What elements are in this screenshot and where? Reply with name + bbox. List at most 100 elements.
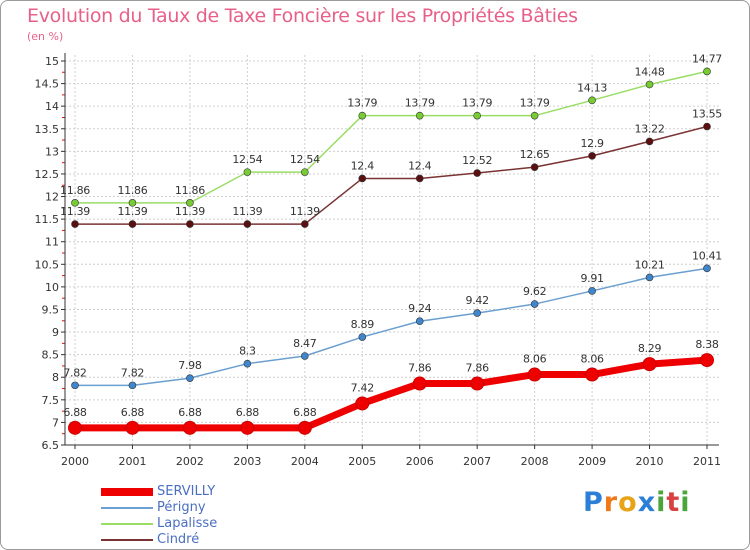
data-point (71, 199, 79, 207)
data-point (358, 174, 367, 183)
data-point (585, 367, 600, 382)
y-tick-label: 14 (45, 100, 59, 113)
y-tick-label: 8 (52, 371, 59, 384)
data-label: 11.86 (60, 184, 90, 197)
data-point (71, 381, 79, 390)
data-point (128, 220, 137, 228)
data-label: 7.86 (408, 362, 432, 375)
data-point (68, 420, 82, 435)
x-tick-label: 2000 (61, 455, 89, 468)
data-point (415, 111, 424, 120)
data-point (125, 420, 140, 435)
data-point (301, 168, 309, 176)
data-label: 9.62 (523, 285, 546, 298)
y-tick-label: 13 (45, 145, 59, 158)
x-tick-label: 2003 (233, 455, 261, 468)
y-tick-label: 9 (52, 326, 59, 339)
series-line (75, 70, 708, 204)
x-tick-label: 2009 (578, 455, 606, 468)
data-label: 13.79 (405, 97, 435, 110)
data-point (358, 333, 367, 341)
data-label: 8.3 (239, 345, 256, 358)
legend-swatch-perigny (101, 507, 153, 509)
data-point (588, 96, 596, 105)
data-point (470, 376, 485, 391)
data-point (473, 169, 481, 177)
data-point (645, 80, 654, 89)
data-point (703, 67, 711, 76)
data-label: 7.42 (351, 381, 374, 394)
y-tick-label: 15 (45, 55, 59, 68)
x-tick-label: 2007 (463, 455, 491, 468)
legend-item-servilly: SERVILLY (101, 484, 301, 500)
data-label: 13.55 (692, 108, 722, 121)
legend-label-lapalisse: Lapalisse (157, 516, 218, 531)
data-point (700, 353, 714, 368)
data-point (301, 220, 309, 228)
x-tick-label: 2001 (118, 455, 146, 468)
x-tick-label: 2008 (521, 455, 549, 468)
data-label: 6.88 (121, 406, 145, 419)
x-tick-label: 2002 (176, 455, 204, 468)
data-label: 12.65 (520, 148, 550, 161)
x-tick-label: 2005 (348, 455, 376, 468)
chart-title: Evolution du Taux de Taxe Foncière sur l… (27, 5, 578, 27)
data-point (182, 420, 197, 435)
data-label: 8.47 (293, 337, 317, 350)
y-tick-label: 11.5 (35, 213, 60, 226)
data-label: 12.54 (290, 153, 320, 166)
legend-swatch-lapalisse (101, 523, 153, 525)
data-point (412, 376, 427, 391)
data-label: 12.54 (232, 153, 262, 166)
data-label: 12.52 (462, 154, 492, 167)
y-unit-label: (en %) (27, 30, 64, 43)
data-label: 7.82 (63, 366, 86, 379)
y-tick-label: 10.5 (35, 258, 60, 271)
data-label: 6.88 (178, 406, 202, 419)
data-label: 11.39 (175, 205, 205, 218)
data-label: 7.98 (178, 359, 202, 372)
legend-swatch-cindre (101, 539, 153, 541)
series-line (75, 267, 708, 387)
data-label: 8.06 (580, 353, 604, 366)
data-point (297, 420, 312, 435)
data-point (642, 357, 657, 372)
legend-swatch-servilly (101, 488, 153, 496)
data-label: 8.06 (523, 353, 547, 366)
data-point (71, 220, 79, 228)
legend-label-perigny: Périgny (157, 500, 206, 515)
data-label: 13.79 (520, 97, 550, 110)
data-label: 8.29 (638, 342, 662, 355)
y-tick-label: 8.5 (42, 349, 60, 362)
data-point (186, 374, 194, 382)
data-point (128, 199, 137, 207)
data-label: 6.88 (236, 406, 260, 419)
data-point (588, 287, 596, 295)
data-label: 8.89 (351, 318, 375, 331)
legend-item-cindre: Cindré (101, 532, 301, 548)
series-line (75, 356, 708, 432)
data-label: 11.86 (117, 184, 147, 197)
data-label: 10.21 (635, 258, 665, 271)
proxiti-logo: Proxiti (583, 487, 691, 518)
series-line (75, 125, 708, 225)
y-tick-label: 10 (45, 281, 59, 294)
legend-label-servilly: SERVILLY (157, 484, 216, 499)
data-label: 6.88 (293, 406, 317, 419)
data-point (355, 396, 370, 411)
y-tick-label: 12 (45, 191, 59, 204)
data-point (703, 264, 711, 273)
data-label: 12.9 (580, 137, 604, 150)
data-label: 11.86 (175, 184, 205, 197)
data-point (128, 381, 137, 390)
data-point (530, 300, 539, 308)
legend: SERVILLY Périgny Lapalisse Cindré (101, 484, 301, 548)
x-tick-label: 2010 (636, 455, 664, 468)
data-label: 14.13 (577, 81, 607, 94)
data-point (240, 420, 255, 435)
data-label: 14.77 (692, 52, 722, 65)
data-point (243, 220, 252, 228)
y-tick-label: 7 (52, 416, 59, 429)
legend-item-perigny: Périgny (101, 500, 301, 516)
